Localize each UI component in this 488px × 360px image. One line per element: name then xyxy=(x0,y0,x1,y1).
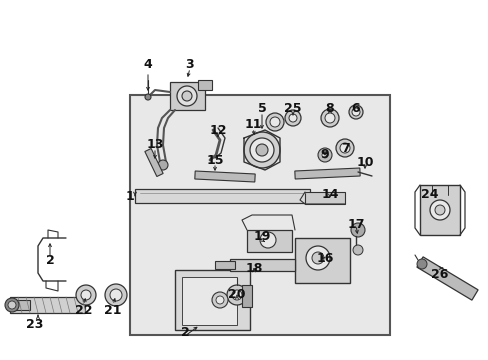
Text: 15: 15 xyxy=(206,153,224,166)
Text: 2: 2 xyxy=(180,325,189,338)
Circle shape xyxy=(244,132,280,168)
Circle shape xyxy=(339,143,349,153)
Text: 25: 25 xyxy=(284,102,301,114)
Circle shape xyxy=(177,86,197,106)
Bar xyxy=(246,230,291,252)
Circle shape xyxy=(158,160,168,170)
Circle shape xyxy=(429,200,449,220)
Circle shape xyxy=(110,289,122,301)
Text: 8: 8 xyxy=(325,102,334,114)
Circle shape xyxy=(416,259,426,269)
Polygon shape xyxy=(416,257,477,300)
Circle shape xyxy=(288,114,296,122)
Text: 10: 10 xyxy=(356,156,373,168)
Circle shape xyxy=(351,108,359,116)
Polygon shape xyxy=(10,297,85,313)
Bar xyxy=(182,277,237,325)
Text: 14: 14 xyxy=(321,189,338,202)
Bar xyxy=(419,185,459,235)
Circle shape xyxy=(256,144,267,156)
Text: 19: 19 xyxy=(253,230,270,243)
Circle shape xyxy=(105,284,127,306)
Circle shape xyxy=(305,246,329,270)
Text: 21: 21 xyxy=(104,303,122,316)
Polygon shape xyxy=(194,171,255,182)
Bar xyxy=(130,95,389,335)
Text: 16: 16 xyxy=(316,252,333,265)
Bar xyxy=(294,238,349,283)
Circle shape xyxy=(265,113,284,131)
Text: 18: 18 xyxy=(245,261,262,274)
Bar xyxy=(242,285,251,307)
Circle shape xyxy=(76,285,96,305)
Circle shape xyxy=(311,252,324,264)
Circle shape xyxy=(321,152,327,158)
Circle shape xyxy=(320,109,338,127)
Polygon shape xyxy=(294,168,360,179)
Circle shape xyxy=(260,232,275,248)
Text: 9: 9 xyxy=(320,148,328,162)
Text: 24: 24 xyxy=(420,189,438,202)
Text: 7: 7 xyxy=(340,141,348,154)
Circle shape xyxy=(145,94,151,100)
Text: 20: 20 xyxy=(228,288,245,302)
Polygon shape xyxy=(229,259,294,271)
Circle shape xyxy=(352,245,362,255)
Text: 23: 23 xyxy=(26,319,43,332)
Circle shape xyxy=(325,113,334,123)
Bar xyxy=(198,80,212,90)
Text: 22: 22 xyxy=(75,303,93,316)
Circle shape xyxy=(285,110,301,126)
Circle shape xyxy=(269,117,280,127)
Circle shape xyxy=(8,301,16,309)
Circle shape xyxy=(212,292,227,308)
Polygon shape xyxy=(215,261,235,269)
Polygon shape xyxy=(144,148,163,176)
Text: 17: 17 xyxy=(346,219,364,231)
Text: 1: 1 xyxy=(125,189,134,202)
Circle shape xyxy=(216,296,224,304)
Text: 13: 13 xyxy=(146,139,163,152)
Circle shape xyxy=(5,298,19,312)
Circle shape xyxy=(226,285,246,305)
Text: 2: 2 xyxy=(45,253,54,266)
Circle shape xyxy=(182,91,192,101)
Circle shape xyxy=(335,139,353,157)
Text: 3: 3 xyxy=(185,58,194,72)
Polygon shape xyxy=(135,189,309,203)
Circle shape xyxy=(350,223,364,237)
Polygon shape xyxy=(10,300,30,310)
Circle shape xyxy=(81,290,91,300)
Bar xyxy=(170,82,204,110)
Bar xyxy=(305,192,345,204)
Text: 26: 26 xyxy=(430,269,448,282)
Circle shape xyxy=(317,148,331,162)
Circle shape xyxy=(231,290,242,300)
Text: 6: 6 xyxy=(351,102,360,114)
Text: 12: 12 xyxy=(209,123,226,136)
Circle shape xyxy=(249,138,273,162)
Text: 11: 11 xyxy=(244,118,261,131)
Circle shape xyxy=(434,205,444,215)
Bar xyxy=(175,270,249,330)
Circle shape xyxy=(348,105,362,119)
Text: 5: 5 xyxy=(257,102,266,114)
Text: 4: 4 xyxy=(143,58,152,72)
